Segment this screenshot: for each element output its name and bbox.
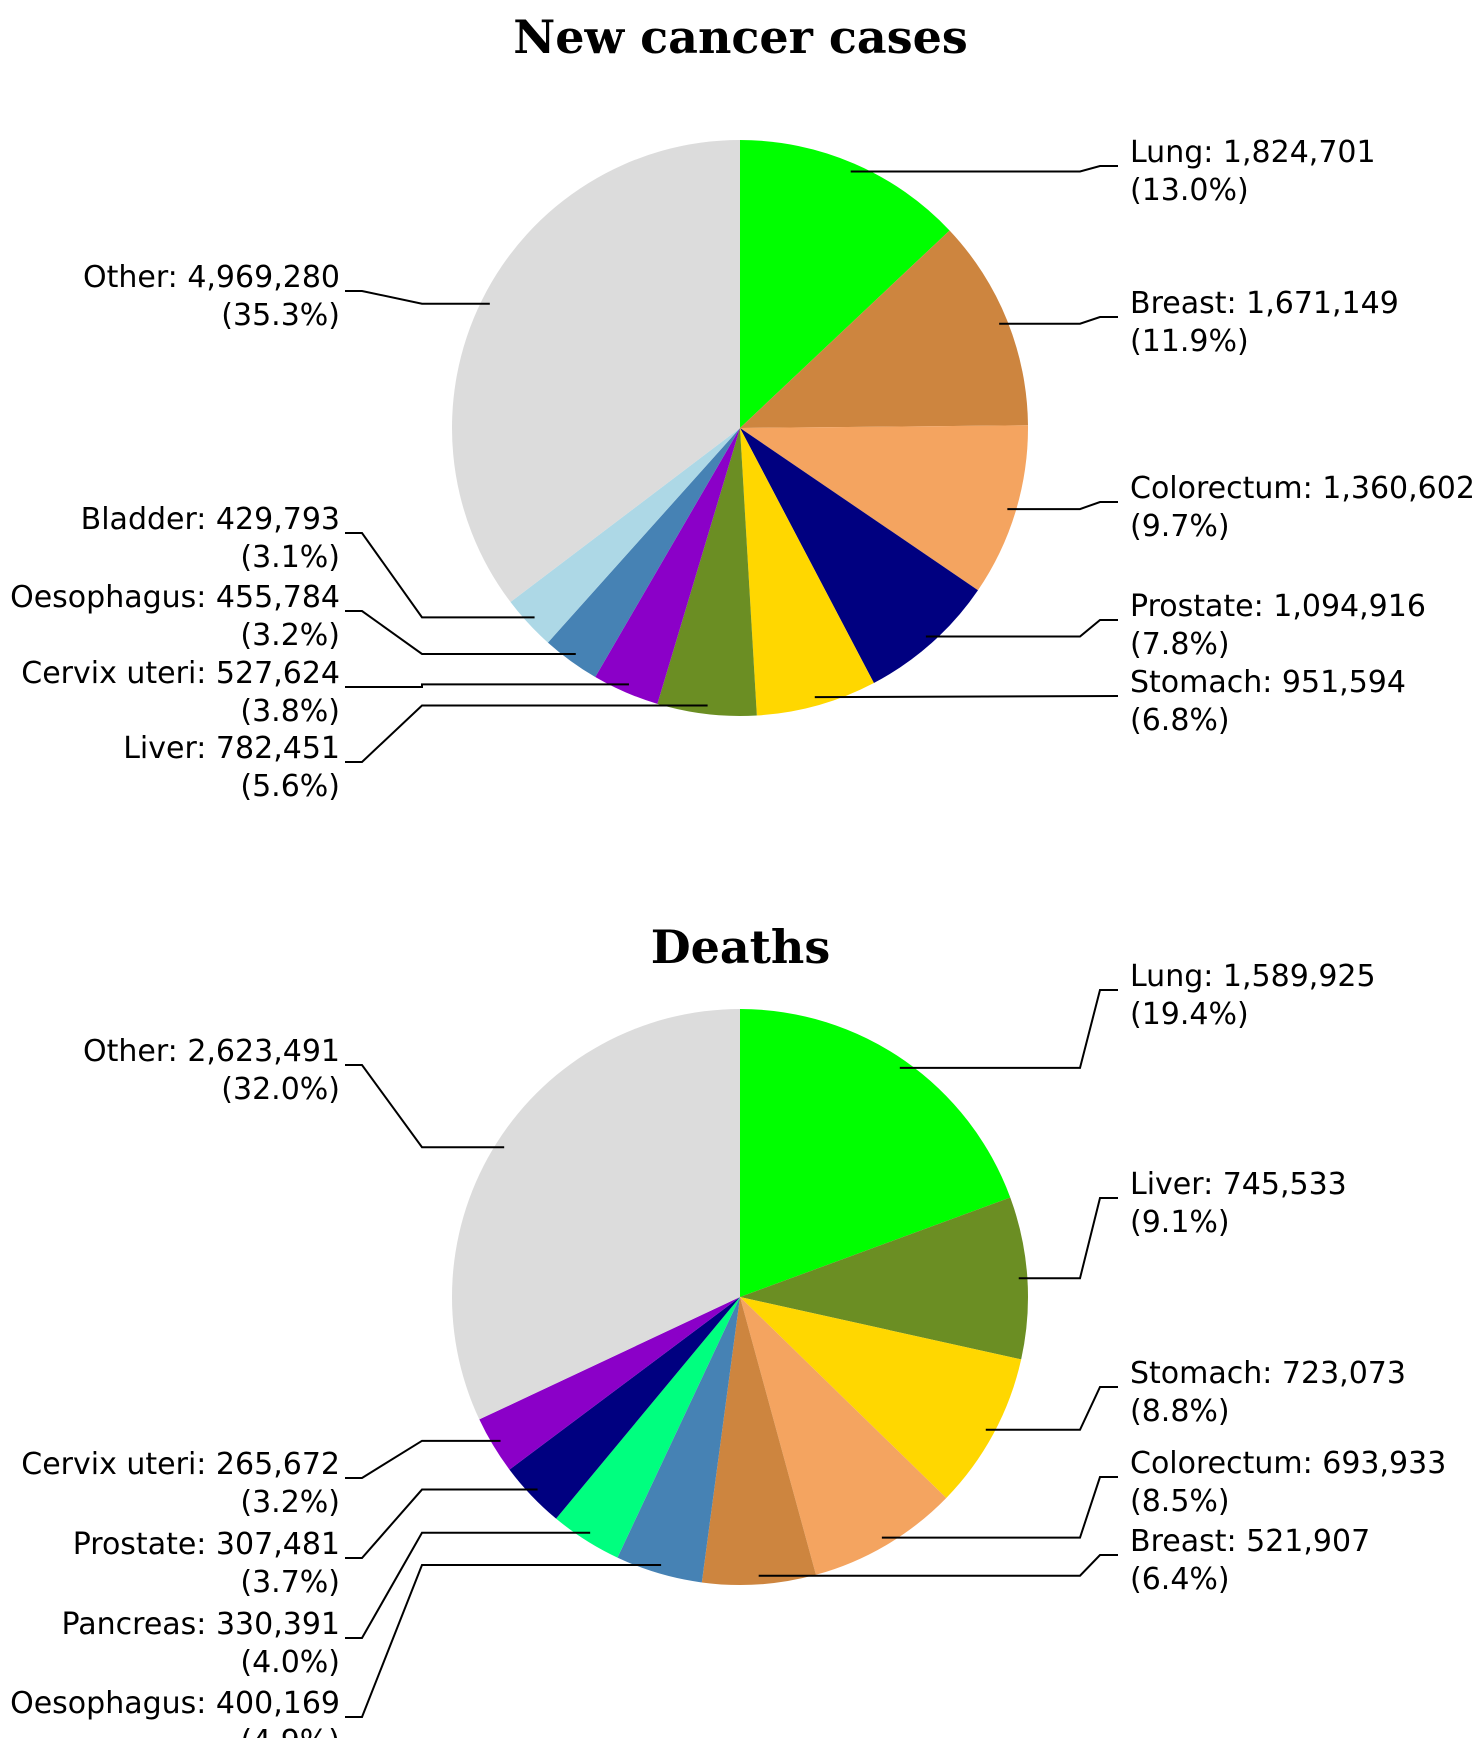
new-cases-label-lung: Lung: 1,824,701 [1130, 135, 1376, 170]
new-cases-slice-bladder [510, 428, 740, 643]
deaths-percent-liver: (9.1%) [1130, 1205, 1230, 1240]
deaths-slice-colorectum [740, 1297, 947, 1575]
new-cases-percent-prostate: (7.8%) [1130, 627, 1230, 662]
new-cases-label-colorectum: Colorectum: 1,360,602 [1130, 471, 1475, 506]
new-cases-percent-oesophagus: (3.2%) [240, 618, 340, 653]
deaths-leader-line-cervix-uteri [345, 1439, 501, 1479]
deaths-leader-line-oesophagus [345, 1563, 662, 1718]
deaths-percent-oesophagus: (4.9%) [240, 1724, 340, 1738]
new-cases-leader-line-other [345, 290, 490, 305]
new-cases-percent-bladder: (3.1%) [240, 540, 340, 575]
deaths-label-pancreas: Pancreas: 330,391 [62, 1607, 340, 1642]
new-cases-leader-line-colorectum [1007, 501, 1118, 511]
deaths-leader-line-other [345, 1064, 505, 1149]
deaths-leader-line-prostate [345, 1488, 538, 1559]
new-cases-percent-breast: (11.9%) [1130, 324, 1249, 359]
new-cases-slice-colorectum [740, 425, 1028, 591]
new-cases-leader-line-oesophagus [345, 610, 576, 655]
deaths-label-liver: Liver: 745,533 [1130, 1167, 1347, 1202]
new-cases-label-stomach: Stomach: 951,594 [1130, 665, 1406, 700]
deaths-slice-breast [701, 1297, 816, 1585]
new-cases-percent-other: (35.3%) [221, 298, 340, 333]
new-cases-leader-line-liver [345, 704, 708, 763]
deaths-percent-prostate: (3.7%) [240, 1565, 340, 1600]
deaths-label-other: Other: 2,623,491 [83, 1034, 340, 1069]
deaths-percent-colorectum: (8.5%) [1130, 1484, 1230, 1519]
deaths-percent-breast: (6.4%) [1130, 1562, 1230, 1597]
new-cases-leader-line-bladder [345, 532, 535, 619]
deaths-leader-line-breast [758, 1554, 1118, 1577]
new-cases-label-breast: Breast: 1,671,149 [1130, 286, 1399, 321]
deaths-slice-lung [740, 1009, 1011, 1297]
new-cases-slice-liver [657, 428, 757, 717]
new-cases-percent-colorectum: (9.7%) [1130, 509, 1230, 544]
deaths-label-prostate: Prostate: 307,481 [73, 1527, 340, 1562]
deaths-label-cervix-uteri: Cervix uteri: 265,672 [21, 1447, 340, 1482]
pie-chart-deaths: Lung: 1,589,925(19.4%) Liver: 745,533(9.1… [10, 959, 1446, 1738]
deaths-label-colorectum: Colorectum: 693,933 [1130, 1446, 1446, 1481]
new-cases-label-cervix-uteri: Cervix uteri: 527,624 [21, 656, 340, 691]
deaths-percent-pancreas: (4.0%) [240, 1645, 340, 1680]
new-cases-leader-line-lung [850, 165, 1118, 173]
deaths-slice-cervix-uteri [479, 1297, 740, 1470]
new-cases-label-other: Other: 4,969,280 [83, 260, 340, 295]
new-cases-leader-line-cervix-uteri [345, 683, 629, 688]
pie-chart-new-cases: Lung: 1,824,701(13.0%)Breast: 1,671,149(… [10, 135, 1475, 804]
deaths-slice-other [451, 1009, 740, 1420]
new-cases-percent-stomach: (6.8%) [1130, 703, 1230, 738]
new-cases-slice-other [452, 140, 740, 602]
new-cases-percent-lung: (13.0%) [1130, 173, 1249, 208]
new-cases-percent-liver: (5.6%) [240, 769, 340, 804]
deaths-slice-pancreas [556, 1297, 740, 1558]
new-cases-slice-prostate [740, 428, 978, 683]
new-cases-label-oesophagus: Oesophagus: 455,784 [10, 580, 340, 615]
deaths-label-stomach: Stomach: 723,073 [1130, 1356, 1406, 1391]
new-cases-label-prostate: Prostate: 1,094,916 [1130, 589, 1426, 624]
new-cases-leader-line-stomach [814, 695, 1119, 699]
deaths-slice-prostate [509, 1297, 740, 1519]
deaths-slice-liver [740, 1197, 1028, 1360]
new-cases-slice-oesophagus [547, 428, 740, 677]
deaths-label-oesophagus: Oesophagus: 400,169 [10, 1686, 340, 1721]
new-cases-slice-cervix-uteri [595, 428, 740, 704]
deaths-percent-cervix-uteri: (3.2%) [240, 1485, 340, 1520]
new-cases-slice-stomach [740, 428, 874, 716]
deaths-leader-line-pancreas [345, 1531, 591, 1639]
new-cases-leader-line-prostate [925, 619, 1118, 638]
chart-title-deaths: Deaths [650, 920, 831, 974]
new-cases-leader-line-breast [999, 316, 1118, 325]
deaths-percent-stomach: (8.8%) [1130, 1394, 1230, 1429]
new-cases-percent-cervix-uteri: (3.8%) [240, 694, 340, 729]
deaths-label-lung: Lung: 1,589,925 [1130, 959, 1376, 994]
deaths-slice-oesophagus [617, 1297, 740, 1583]
deaths-leader-line-liver [1018, 1197, 1118, 1280]
deaths-leader-line-lung [899, 989, 1118, 1069]
deaths-leader-line-stomach [985, 1386, 1118, 1431]
deaths-slice-stomach [740, 1297, 1022, 1498]
deaths-percent-lung: (19.4%) [1130, 997, 1249, 1032]
chart-title-new-cases: New cancer cases [513, 10, 968, 64]
deaths-percent-other: (32.0%) [221, 1072, 340, 1107]
deaths-leader-line-colorectum [881, 1476, 1118, 1539]
new-cases-label-bladder: Bladder: 429,793 [81, 502, 340, 537]
deaths-label-breast: Breast: 521,907 [1130, 1524, 1370, 1559]
new-cases-slice-breast [740, 230, 1028, 428]
new-cases-label-liver: Liver: 782,451 [123, 731, 340, 766]
new-cases-slice-lung [740, 140, 950, 428]
